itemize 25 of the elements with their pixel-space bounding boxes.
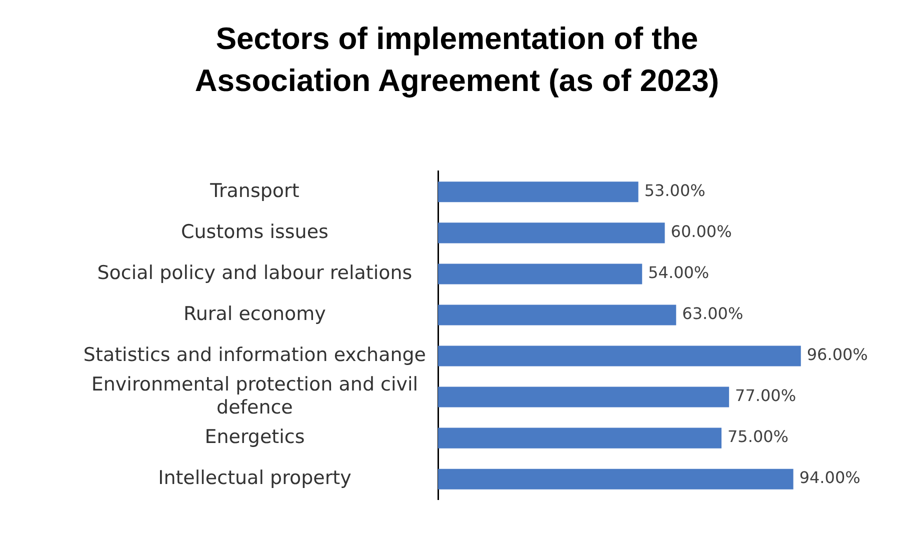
data-label: 53.00% bbox=[644, 181, 706, 200]
y-tick-label: Customs issues bbox=[181, 220, 328, 243]
data-label: 94.00% bbox=[799, 468, 860, 488]
chart-title: Sectors of implementation of the Association Agreement (as of 2023) bbox=[194, 20, 720, 100]
bar bbox=[438, 386, 730, 408]
y-tick-label: Statistics and information exchange bbox=[83, 344, 426, 366]
data-label: 75.00% bbox=[728, 427, 789, 446]
y-tick-label: Social policy and labour relations bbox=[97, 262, 412, 284]
bar bbox=[438, 182, 638, 202]
y-tick-label: Transport bbox=[209, 180, 300, 202]
bar bbox=[438, 264, 642, 284]
data-label: 77.00% bbox=[735, 386, 796, 406]
data-label: 96.00% bbox=[806, 345, 868, 364]
bar bbox=[438, 428, 722, 448]
data-label: 54.00% bbox=[648, 263, 710, 282]
bar bbox=[438, 468, 794, 490]
y-tick-label: Rural economy bbox=[184, 302, 326, 325]
bar bbox=[438, 304, 676, 326]
y-tick-label: Intellectual property bbox=[158, 467, 352, 490]
bar bbox=[438, 222, 665, 244]
y-tick-label: Energetics bbox=[204, 426, 305, 448]
y-tick-label: Environmental protection and civil defence bbox=[91, 374, 418, 418]
data-label: 60.00% bbox=[670, 222, 732, 242]
bar bbox=[438, 346, 801, 366]
data-label: 63.00% bbox=[682, 304, 744, 324]
